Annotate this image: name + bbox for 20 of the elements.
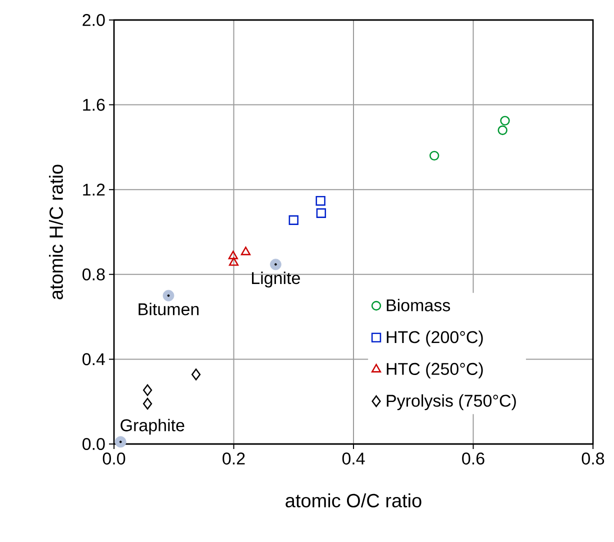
y-tick-label: 1.6 — [83, 98, 105, 111]
y-tick-label: 0.4 — [82, 353, 105, 366]
x-tick-label: 0.4 — [342, 452, 365, 465]
y-tick-label: 0.0 — [82, 438, 105, 450]
y-tick-label: 2.0 — [82, 14, 105, 26]
annotation: Graphite — [120, 418, 184, 435]
x-tick-label: 0.2 — [222, 452, 245, 465]
y-tick-label: 1.2 — [83, 184, 105, 196]
x-tick-label: 0.8 — [582, 452, 604, 465]
legend-label: Biomass — [386, 298, 450, 312]
x-axis-title: atomic O/C ratio — [286, 493, 422, 508]
x-tick-label: 0.6 — [462, 452, 484, 465]
y-axis-title: atomic H/C ratio — [49, 164, 63, 300]
legend-label: HTC (250°C) — [386, 362, 483, 378]
y-tick-label: 0.8 — [82, 268, 105, 280]
legend-label: Pyrolysis (750°C) — [386, 394, 516, 410]
legend-label: HTC (200°C) — [386, 330, 483, 346]
annotation: Bitumen — [138, 302, 199, 316]
x-tick-label: 0.0 — [102, 452, 126, 465]
annotation: Lignite — [252, 272, 300, 288]
